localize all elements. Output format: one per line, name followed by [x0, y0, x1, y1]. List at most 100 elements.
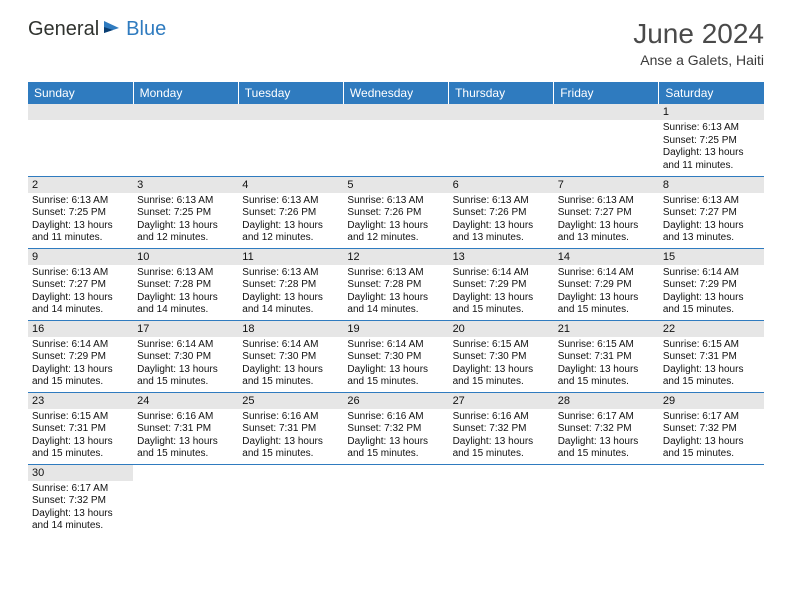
calendar-cell: 28Sunrise: 6:17 AMSunset: 7:32 PMDayligh…: [554, 392, 659, 464]
day-details: Sunrise: 6:16 AMSunset: 7:31 PMDaylight:…: [133, 409, 238, 463]
day-number: 10: [133, 249, 238, 265]
calendar-cell: [238, 104, 343, 176]
day-number: 21: [554, 321, 659, 337]
day-details: Sunrise: 6:15 AMSunset: 7:31 PMDaylight:…: [28, 409, 133, 463]
calendar-cell: [238, 464, 343, 536]
calendar-body: 1Sunrise: 6:13 AMSunset: 7:25 PMDaylight…: [28, 104, 764, 536]
calendar-cell: 7Sunrise: 6:13 AMSunset: 7:27 PMDaylight…: [554, 176, 659, 248]
day-number: 30: [28, 465, 133, 481]
month-title: June 2024: [633, 18, 764, 50]
calendar-cell: 26Sunrise: 6:16 AMSunset: 7:32 PMDayligh…: [343, 392, 448, 464]
calendar-cell: 3Sunrise: 6:13 AMSunset: 7:25 PMDaylight…: [133, 176, 238, 248]
calendar-cell: 4Sunrise: 6:13 AMSunset: 7:26 PMDaylight…: [238, 176, 343, 248]
weekday-header: Wednesday: [343, 82, 448, 104]
day-details: Sunrise: 6:13 AMSunset: 7:25 PMDaylight:…: [28, 193, 133, 247]
calendar-row: 9Sunrise: 6:13 AMSunset: 7:27 PMDaylight…: [28, 248, 764, 320]
day-details: Sunrise: 6:14 AMSunset: 7:29 PMDaylight:…: [28, 337, 133, 391]
calendar-cell: 23Sunrise: 6:15 AMSunset: 7:31 PMDayligh…: [28, 392, 133, 464]
calendar-cell: 20Sunrise: 6:15 AMSunset: 7:30 PMDayligh…: [449, 320, 554, 392]
day-number: 24: [133, 393, 238, 409]
logo: General Blue: [28, 18, 166, 41]
day-number: 2: [28, 177, 133, 193]
day-number: 14: [554, 249, 659, 265]
day-number: 12: [343, 249, 448, 265]
calendar-cell: 6Sunrise: 6:13 AMSunset: 7:26 PMDaylight…: [449, 176, 554, 248]
day-number: 28: [554, 393, 659, 409]
day-details: Sunrise: 6:13 AMSunset: 7:26 PMDaylight:…: [449, 193, 554, 247]
calendar-table: SundayMondayTuesdayWednesdayThursdayFrid…: [28, 82, 764, 536]
calendar-cell: 5Sunrise: 6:13 AMSunset: 7:26 PMDaylight…: [343, 176, 448, 248]
day-details: Sunrise: 6:13 AMSunset: 7:27 PMDaylight:…: [659, 193, 764, 247]
empty-day-header: [343, 104, 448, 120]
day-details: Sunrise: 6:14 AMSunset: 7:29 PMDaylight:…: [554, 265, 659, 319]
calendar-cell: 14Sunrise: 6:14 AMSunset: 7:29 PMDayligh…: [554, 248, 659, 320]
calendar-row: 23Sunrise: 6:15 AMSunset: 7:31 PMDayligh…: [28, 392, 764, 464]
calendar-cell: [659, 464, 764, 536]
calendar-cell: 18Sunrise: 6:14 AMSunset: 7:30 PMDayligh…: [238, 320, 343, 392]
day-details: Sunrise: 6:13 AMSunset: 7:28 PMDaylight:…: [133, 265, 238, 319]
calendar-cell: 27Sunrise: 6:16 AMSunset: 7:32 PMDayligh…: [449, 392, 554, 464]
calendar-cell: [343, 464, 448, 536]
empty-day-header: [28, 104, 133, 120]
day-details: Sunrise: 6:15 AMSunset: 7:30 PMDaylight:…: [449, 337, 554, 391]
calendar-row: 1Sunrise: 6:13 AMSunset: 7:25 PMDaylight…: [28, 104, 764, 176]
day-details: Sunrise: 6:13 AMSunset: 7:25 PMDaylight:…: [133, 193, 238, 247]
header: General Blue June 2024 Anse a Galets, Ha…: [0, 0, 792, 76]
calendar-row: 30Sunrise: 6:17 AMSunset: 7:32 PMDayligh…: [28, 464, 764, 536]
day-details: Sunrise: 6:13 AMSunset: 7:26 PMDaylight:…: [343, 193, 448, 247]
calendar-row: 16Sunrise: 6:14 AMSunset: 7:29 PMDayligh…: [28, 320, 764, 392]
day-number: 25: [238, 393, 343, 409]
weekday-header: Thursday: [449, 82, 554, 104]
day-details: Sunrise: 6:16 AMSunset: 7:31 PMDaylight:…: [238, 409, 343, 463]
calendar-cell: [133, 464, 238, 536]
calendar-cell: [554, 104, 659, 176]
empty-day-header: [554, 104, 659, 120]
weekday-header: Saturday: [659, 82, 764, 104]
day-details: Sunrise: 6:14 AMSunset: 7:29 PMDaylight:…: [659, 265, 764, 319]
weekday-header: Monday: [133, 82, 238, 104]
day-details: Sunrise: 6:14 AMSunset: 7:30 PMDaylight:…: [133, 337, 238, 391]
day-number: 19: [343, 321, 448, 337]
empty-day-header: [133, 104, 238, 120]
day-details: Sunrise: 6:16 AMSunset: 7:32 PMDaylight:…: [449, 409, 554, 463]
calendar-cell: 16Sunrise: 6:14 AMSunset: 7:29 PMDayligh…: [28, 320, 133, 392]
day-details: Sunrise: 6:13 AMSunset: 7:27 PMDaylight:…: [554, 193, 659, 247]
day-number: 6: [449, 177, 554, 193]
calendar-cell: [554, 464, 659, 536]
calendar-cell: [133, 104, 238, 176]
weekday-header: Sunday: [28, 82, 133, 104]
day-number: 13: [449, 249, 554, 265]
logo-flag-icon: [103, 19, 123, 40]
calendar-cell: 21Sunrise: 6:15 AMSunset: 7:31 PMDayligh…: [554, 320, 659, 392]
day-number: 8: [659, 177, 764, 193]
calendar-cell: 9Sunrise: 6:13 AMSunset: 7:27 PMDaylight…: [28, 248, 133, 320]
calendar-cell: [449, 104, 554, 176]
calendar-cell: 12Sunrise: 6:13 AMSunset: 7:28 PMDayligh…: [343, 248, 448, 320]
day-number: 9: [28, 249, 133, 265]
day-details: Sunrise: 6:15 AMSunset: 7:31 PMDaylight:…: [554, 337, 659, 391]
day-number: 26: [343, 393, 448, 409]
calendar-cell: 25Sunrise: 6:16 AMSunset: 7:31 PMDayligh…: [238, 392, 343, 464]
calendar-cell: 10Sunrise: 6:13 AMSunset: 7:28 PMDayligh…: [133, 248, 238, 320]
day-details: Sunrise: 6:13 AMSunset: 7:28 PMDaylight:…: [238, 265, 343, 319]
day-details: Sunrise: 6:17 AMSunset: 7:32 PMDaylight:…: [554, 409, 659, 463]
day-details: Sunrise: 6:13 AMSunset: 7:26 PMDaylight:…: [238, 193, 343, 247]
day-details: Sunrise: 6:17 AMSunset: 7:32 PMDaylight:…: [659, 409, 764, 463]
calendar-cell: 19Sunrise: 6:14 AMSunset: 7:30 PMDayligh…: [343, 320, 448, 392]
day-number: 7: [554, 177, 659, 193]
calendar-cell: [449, 464, 554, 536]
calendar-cell: [28, 104, 133, 176]
day-details: Sunrise: 6:14 AMSunset: 7:30 PMDaylight:…: [343, 337, 448, 391]
day-number: 18: [238, 321, 343, 337]
day-number: 4: [238, 177, 343, 193]
location: Anse a Galets, Haiti: [633, 52, 764, 68]
day-details: Sunrise: 6:16 AMSunset: 7:32 PMDaylight:…: [343, 409, 448, 463]
day-details: Sunrise: 6:13 AMSunset: 7:25 PMDaylight:…: [659, 120, 764, 174]
calendar-cell: 15Sunrise: 6:14 AMSunset: 7:29 PMDayligh…: [659, 248, 764, 320]
title-block: June 2024 Anse a Galets, Haiti: [633, 18, 764, 68]
calendar-cell: 22Sunrise: 6:15 AMSunset: 7:31 PMDayligh…: [659, 320, 764, 392]
calendar-row: 2Sunrise: 6:13 AMSunset: 7:25 PMDaylight…: [28, 176, 764, 248]
day-number: 3: [133, 177, 238, 193]
calendar-cell: 11Sunrise: 6:13 AMSunset: 7:28 PMDayligh…: [238, 248, 343, 320]
calendar-cell: [343, 104, 448, 176]
